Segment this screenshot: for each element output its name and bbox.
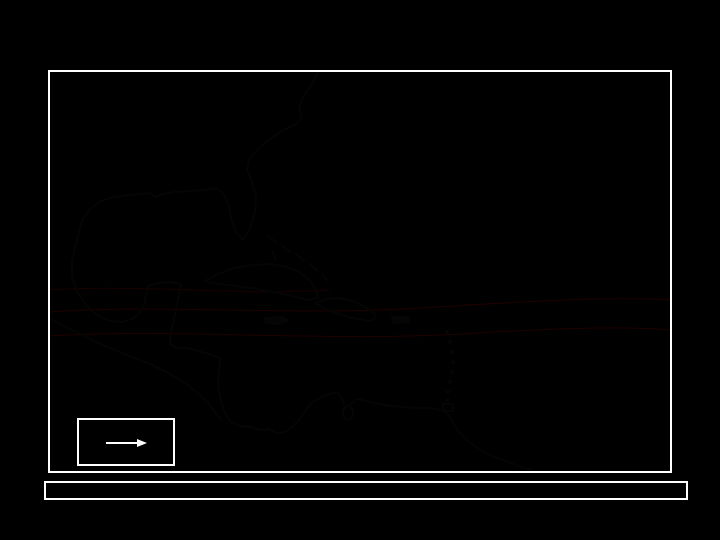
coast-hispaniola — [314, 297, 377, 322]
coast-bahamas — [267, 235, 329, 282]
lake-maracaibo — [342, 405, 354, 421]
map-border — [48, 70, 672, 473]
coast-puerto-rico — [391, 316, 410, 324]
isobar-contours — [48, 199, 672, 338]
coast-mainland — [71, 71, 541, 473]
coastlines — [48, 71, 541, 473]
pressure-colorbar — [44, 481, 688, 500]
coast-pacific — [48, 317, 222, 421]
wind-speed-legend — [77, 418, 175, 466]
wind-arrow-icon — [106, 439, 147, 447]
coast-trinidad — [442, 403, 454, 412]
coast-lesser-antilles — [445, 330, 455, 402]
forecast-map — [48, 70, 672, 473]
coast-jamaica — [263, 316, 289, 325]
coast-cuba — [204, 263, 319, 301]
